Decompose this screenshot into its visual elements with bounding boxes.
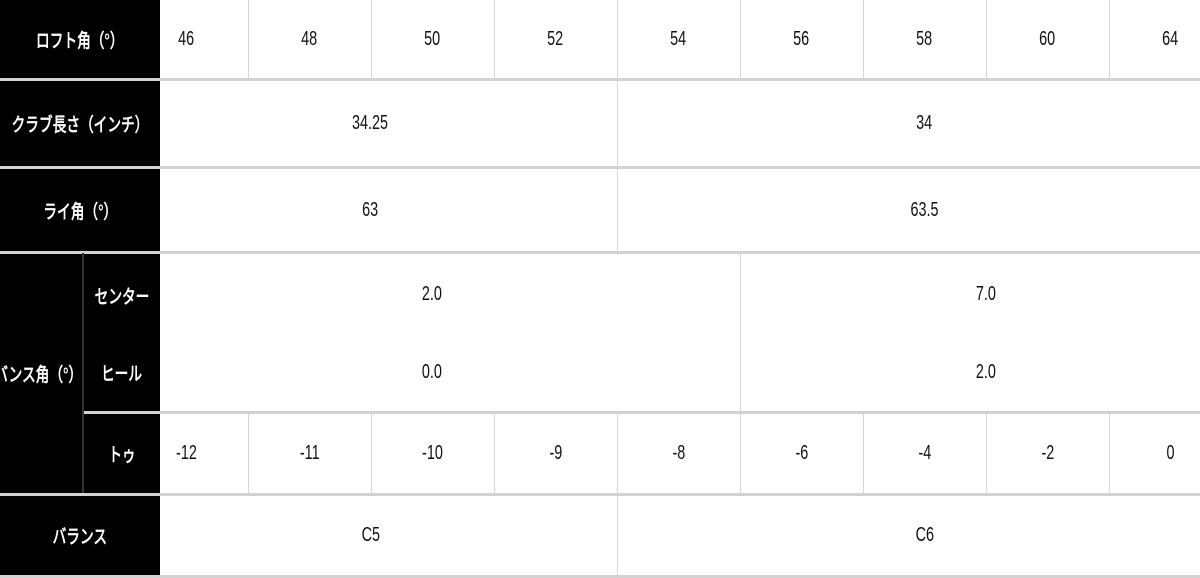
row-divider (84, 411, 1200, 414)
cell-length: 34 (617, 81, 1200, 166)
cell-loft: 54 (617, 0, 740, 78)
cell-bounce_center: 2.0 (160, 254, 740, 334)
cell-loft: 50 (371, 0, 494, 78)
row-divider (0, 493, 1200, 496)
cell-length: 34.25 (160, 81, 617, 166)
cell-loft: 60 (986, 0, 1109, 78)
cell-lie: 63 (160, 169, 617, 251)
cell-bounce_heel: 0.0 (160, 334, 740, 411)
cell-bounce_center: 7.0 (740, 254, 1200, 334)
cell-lie: 63.5 (617, 169, 1200, 251)
row-divider (0, 78, 1200, 81)
cell-balance: C6 (617, 496, 1200, 575)
cell-bounce_toe: 0 (1109, 414, 1200, 493)
cell-loft: 52 (494, 0, 617, 78)
cell-bounce_toe: -11 (248, 414, 371, 493)
row-header-balance: バランス (0, 496, 160, 575)
cell-loft: 56 (740, 0, 863, 78)
subheader-divider (82, 253, 84, 493)
cell-bounce_toe: -12 (160, 414, 248, 493)
bounce-group-header: バンス角（°） (0, 253, 82, 493)
row-header-bounce_center: センター (84, 254, 160, 336)
cell-bounce_toe: -9 (494, 414, 617, 493)
cell-loft: 46 (160, 0, 248, 78)
row-header-length: クラブ長さ（インチ） (0, 81, 160, 166)
cell-loft: 64 (1109, 0, 1200, 78)
cell-loft: 48 (248, 0, 371, 78)
cell-bounce_toe: -10 (371, 414, 494, 493)
row-header-bounce_toe: トゥ (84, 414, 160, 493)
cell-bounce_toe: -6 (740, 414, 863, 493)
row-divider (0, 166, 1200, 169)
row-header-bounce_heel: ヒール (84, 334, 160, 411)
cell-bounce_heel: 2.0 (740, 334, 1200, 411)
row-header-loft: ロフト角（°） (0, 0, 160, 78)
row-divider (0, 251, 1200, 254)
cell-balance: C5 (160, 496, 617, 575)
cell-bounce_toe: -4 (863, 414, 986, 493)
row-header-lie: ライ角（°） (0, 169, 160, 251)
cell-bounce_toe: -8 (617, 414, 740, 493)
cell-loft: 58 (863, 0, 986, 78)
cell-bounce_toe: -2 (986, 414, 1109, 493)
